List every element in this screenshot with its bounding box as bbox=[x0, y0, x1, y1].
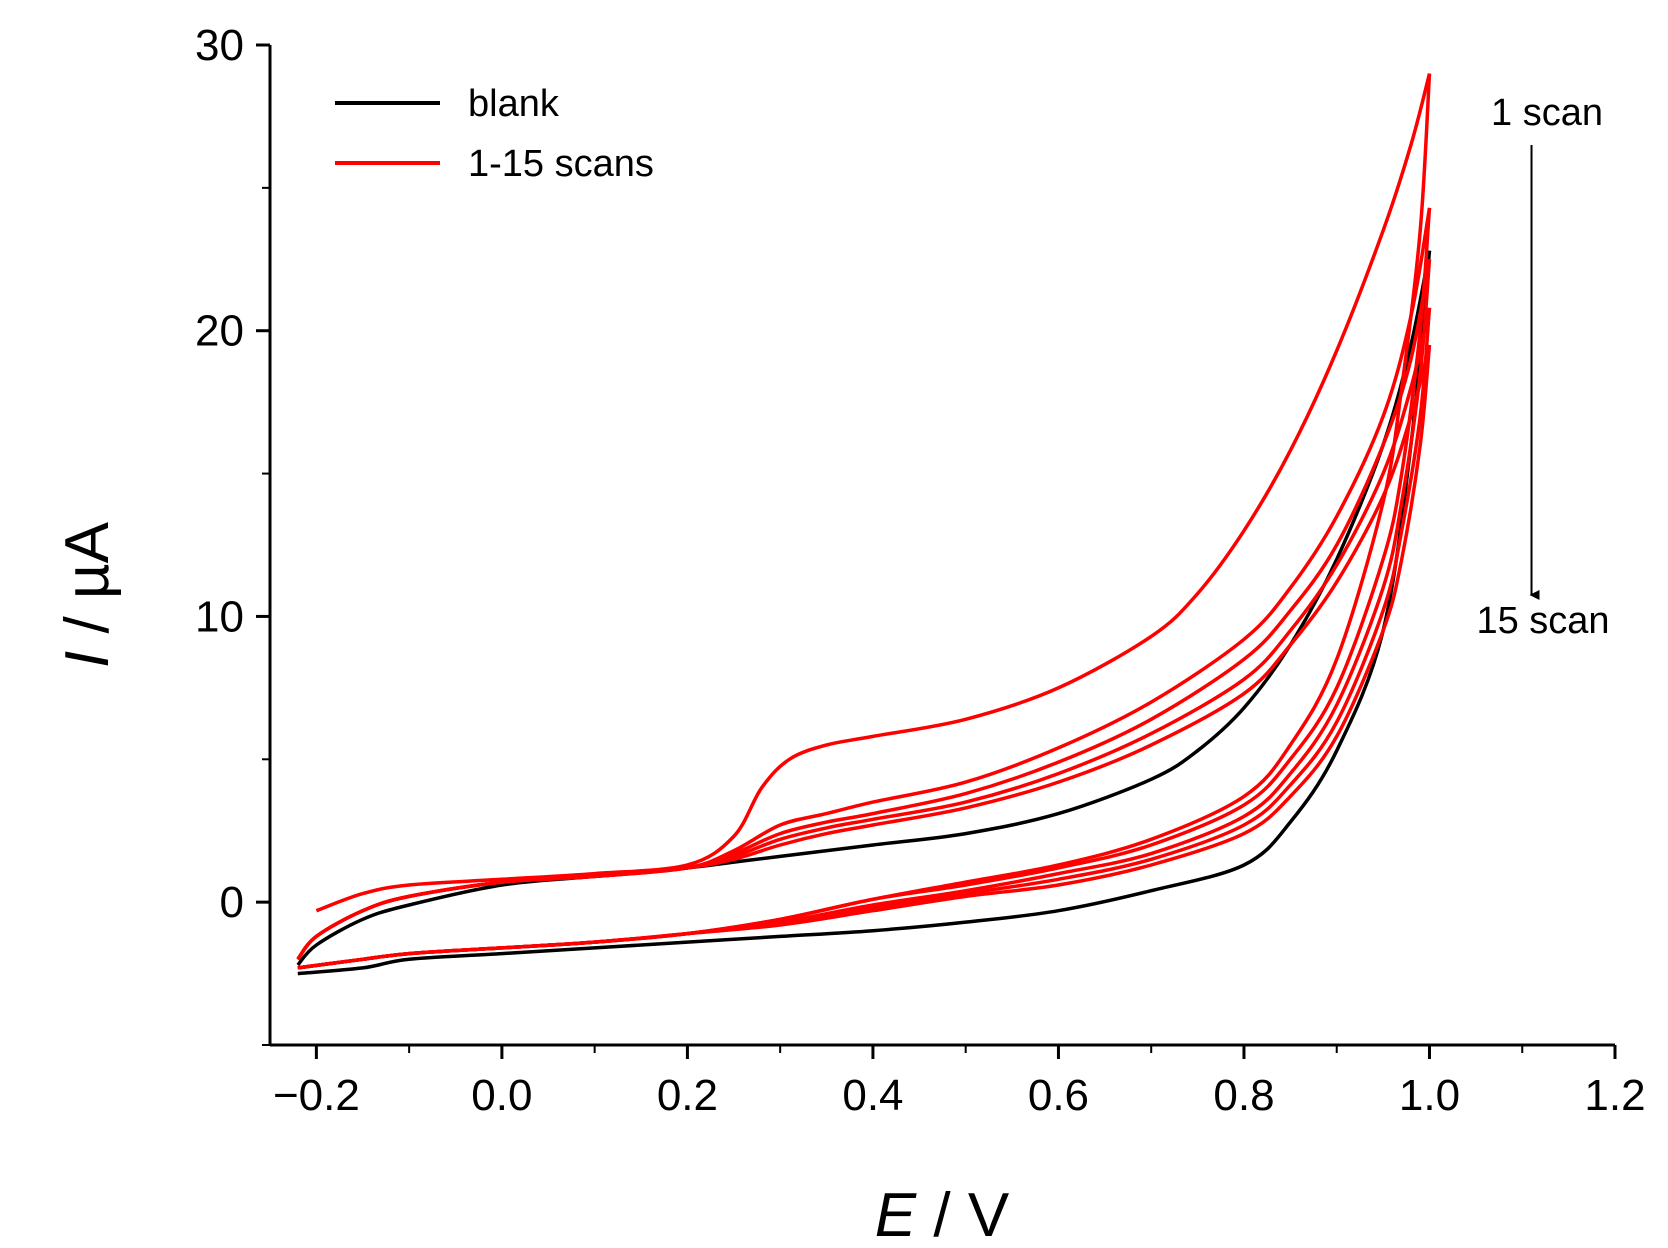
series-line-0-forward bbox=[296, 250, 1432, 967]
legend: blank 1-15 scans bbox=[335, 83, 654, 185]
x-axis-label: E / V bbox=[875, 1181, 1010, 1248]
x-axis-label-unit: / V bbox=[916, 1181, 1010, 1248]
x-tick-label: 0.8 bbox=[1213, 1071, 1274, 1120]
y-axis-label-unit: / µA bbox=[53, 521, 122, 650]
series-line-5-reverse bbox=[297, 344, 1432, 970]
legend-label-blank: blank bbox=[468, 83, 560, 125]
x-tick-label: 1.0 bbox=[1399, 1071, 1460, 1120]
x-tick-label: 0.2 bbox=[657, 1071, 718, 1120]
y-tick-label: 10 bbox=[195, 592, 244, 641]
y-axis-label: I / µA bbox=[53, 521, 122, 668]
y-axis-label-symbol: I bbox=[53, 651, 122, 668]
x-tick-label: 0.6 bbox=[1028, 1071, 1089, 1120]
series-line-5-forward bbox=[296, 344, 1432, 961]
series-line-4-forward bbox=[296, 307, 1432, 961]
x-tick-label: 0.0 bbox=[471, 1071, 532, 1120]
y-tick-label: 0 bbox=[220, 878, 244, 927]
y-tick-label: 20 bbox=[195, 307, 244, 356]
x-tick-label: 1.2 bbox=[1584, 1071, 1645, 1120]
series-line-0-reverse bbox=[297, 250, 1432, 976]
annotation-last-scan: 15 scan bbox=[1476, 600, 1609, 642]
series-line-3-reverse bbox=[297, 259, 1432, 970]
series-line-1-reverse bbox=[297, 73, 1432, 970]
series-line-4-reverse bbox=[297, 307, 1432, 970]
series-line-1-forward bbox=[315, 73, 1432, 913]
annotation-first-scan: 1 scan bbox=[1491, 92, 1603, 134]
ticks-layer: −0.2 0.0 0.2 0.4 0.6 0.8 1.0 1.2 0 10 20 30 bbox=[195, 21, 1646, 1120]
x-axis-label-symbol: E bbox=[875, 1181, 917, 1248]
x-tick-label: 0.4 bbox=[842, 1071, 903, 1120]
x-tick-label: −0.2 bbox=[273, 1071, 360, 1120]
legend-label-scans: 1-15 scans bbox=[468, 143, 654, 185]
series-layer bbox=[296, 73, 1432, 976]
y-tick-label: 30 bbox=[195, 21, 244, 70]
